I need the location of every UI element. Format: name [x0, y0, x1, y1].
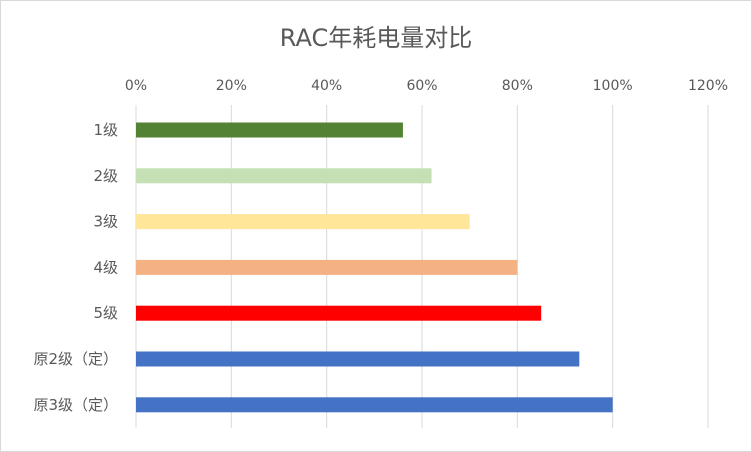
bar	[136, 259, 518, 275]
category-label: 3级	[93, 213, 118, 231]
bar	[136, 397, 613, 413]
x-tick-label: 80%	[502, 78, 533, 94]
bars	[136, 122, 613, 413]
bar	[136, 214, 470, 230]
category-label: 原2级（定）	[33, 350, 118, 368]
x-tick-label: 0%	[125, 78, 147, 94]
bar	[136, 351, 580, 367]
chart-title: RAC年耗电量对比	[279, 24, 473, 52]
x-tick-label: 100%	[593, 78, 633, 94]
bar	[136, 305, 542, 321]
category-label: 原3级（定）	[33, 396, 118, 414]
category-label: 1级	[93, 121, 118, 139]
x-axis-ticks: 0% 20% 40% 60% 80% 100% 120%	[125, 78, 728, 94]
x-tick-label: 120%	[688, 78, 728, 94]
x-tick-label: 60%	[406, 78, 437, 94]
category-label: 2级	[93, 167, 118, 185]
category-label: 4级	[93, 258, 118, 276]
category-label: 5级	[93, 304, 118, 322]
x-tick-label: 40%	[311, 78, 342, 94]
bar	[136, 168, 432, 184]
x-tick-label: 20%	[216, 78, 247, 94]
bar	[136, 122, 403, 138]
